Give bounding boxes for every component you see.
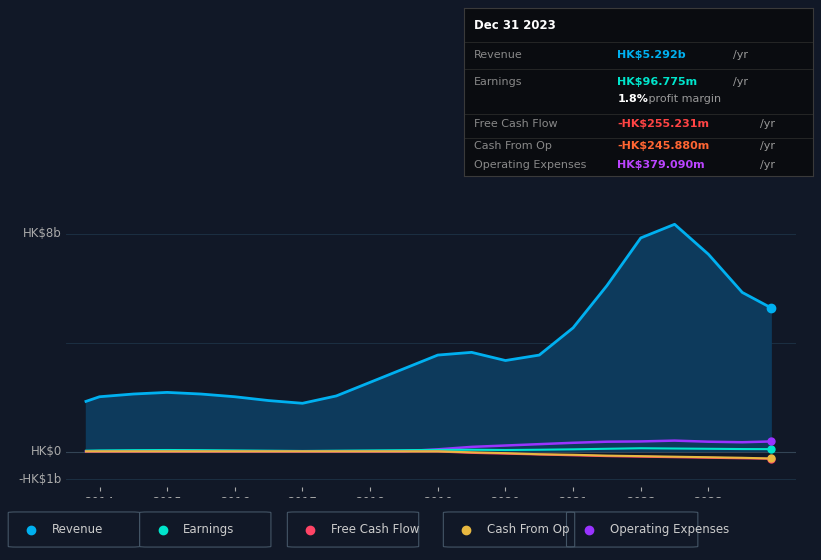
Text: /yr: /yr bbox=[760, 160, 776, 170]
Text: 1.8%: 1.8% bbox=[617, 94, 649, 104]
Text: HK$5.292b: HK$5.292b bbox=[617, 50, 686, 60]
Text: /yr: /yr bbox=[732, 50, 748, 60]
Text: Free Cash Flow: Free Cash Flow bbox=[331, 523, 420, 536]
Text: HK$8b: HK$8b bbox=[23, 227, 62, 240]
Text: Earnings: Earnings bbox=[183, 523, 235, 536]
Text: Operating Expenses: Operating Expenses bbox=[475, 160, 587, 170]
Text: -HK$245.880m: -HK$245.880m bbox=[617, 141, 709, 151]
Text: HK$0: HK$0 bbox=[30, 445, 62, 458]
Text: /yr: /yr bbox=[760, 119, 776, 129]
Text: Dec 31 2023: Dec 31 2023 bbox=[475, 18, 556, 32]
Text: Operating Expenses: Operating Expenses bbox=[610, 523, 729, 536]
Text: HK$96.775m: HK$96.775m bbox=[617, 77, 698, 87]
Text: Cash From Op: Cash From Op bbox=[475, 141, 553, 151]
Text: -HK$1b: -HK$1b bbox=[19, 473, 62, 486]
Text: Revenue: Revenue bbox=[475, 50, 523, 60]
Text: Cash From Op: Cash From Op bbox=[487, 523, 569, 536]
Text: Revenue: Revenue bbox=[52, 523, 103, 536]
Text: HK$379.090m: HK$379.090m bbox=[617, 160, 705, 170]
Text: /yr: /yr bbox=[760, 141, 776, 151]
Text: profit margin: profit margin bbox=[645, 94, 722, 104]
Text: /yr: /yr bbox=[732, 77, 748, 87]
Text: Free Cash Flow: Free Cash Flow bbox=[475, 119, 558, 129]
Text: -HK$255.231m: -HK$255.231m bbox=[617, 119, 709, 129]
Text: Earnings: Earnings bbox=[475, 77, 523, 87]
